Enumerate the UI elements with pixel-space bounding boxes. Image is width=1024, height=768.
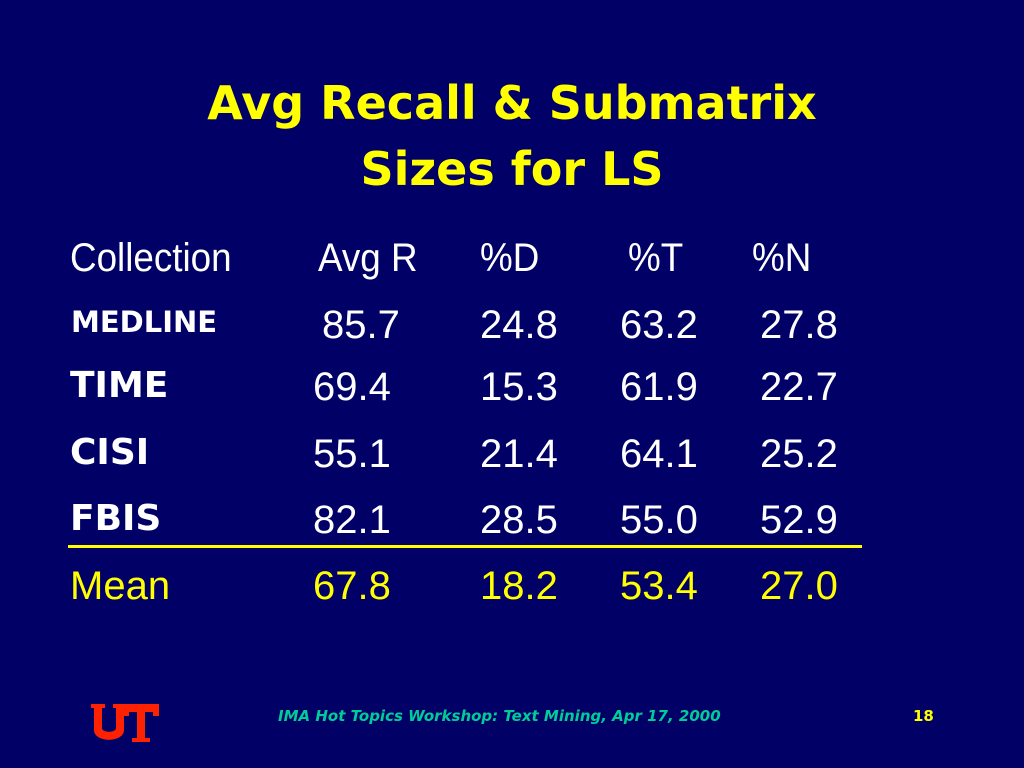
header-collection: Collection: [70, 236, 232, 280]
cell-time-pct-t: 61.9: [620, 365, 698, 409]
header-pct-n: %N: [752, 236, 812, 280]
page-number: 18: [913, 707, 934, 725]
table-divider: [68, 545, 862, 548]
cell-mean-avg-r: 67.8: [313, 564, 391, 608]
header-pct-t: %T: [628, 236, 684, 280]
footer-text: IMA Hot Topics Workshop: Text Mining, Ap…: [278, 707, 721, 725]
slide-title-line-2: Sizes for LS: [360, 142, 664, 196]
cell-medline-pct-n: 27.8: [760, 303, 838, 347]
cell-mean-pct-d: 18.2: [480, 564, 558, 608]
row-label-cisi: CISI: [70, 432, 150, 473]
cell-cisi-pct-n: 25.2: [760, 432, 838, 476]
cell-mean-pct-t: 53.4: [620, 564, 698, 608]
cell-fbis-pct-n: 52.9: [760, 498, 838, 542]
cell-medline-pct-t: 63.2: [620, 303, 698, 347]
header-avg-r: Avg R: [318, 236, 418, 280]
cell-time-avg-r: 69.4: [313, 365, 391, 409]
cell-fbis-pct-t: 55.0: [620, 498, 698, 542]
row-label-time: TIME: [70, 365, 169, 406]
ut-logo-icon: [91, 704, 159, 742]
cell-cisi-pct-t: 64.1: [620, 432, 698, 476]
cell-time-pct-d: 15.3: [480, 365, 558, 409]
cell-cisi-avg-r: 55.1: [313, 432, 391, 476]
header-pct-d: %D: [480, 236, 540, 280]
slide-title-line-1: Avg Recall & Submatrix: [207, 76, 817, 130]
cell-medline-pct-d: 24.8: [480, 303, 558, 347]
cell-medline-avg-r: 85.7: [322, 303, 400, 347]
cell-time-pct-n: 22.7: [760, 365, 838, 409]
row-label-fbis: FBIS: [70, 498, 162, 539]
cell-mean-pct-n: 27.0: [760, 564, 838, 608]
cell-fbis-avg-r: 82.1: [313, 498, 391, 542]
cell-cisi-pct-d: 21.4: [480, 432, 558, 476]
row-label-medline: MEDLINE: [71, 305, 218, 339]
row-label-mean: Mean: [70, 564, 171, 608]
cell-fbis-pct-d: 28.5: [480, 498, 558, 542]
